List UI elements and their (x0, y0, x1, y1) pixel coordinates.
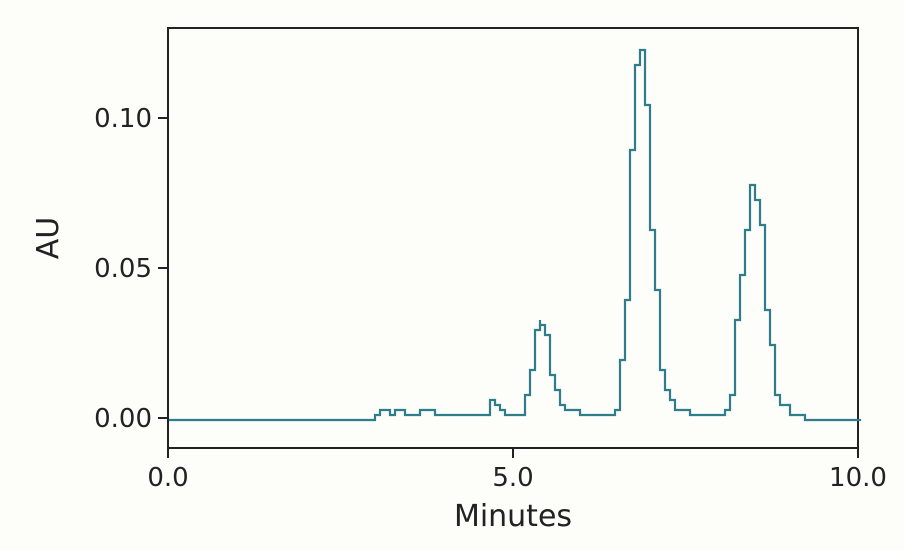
x-axis-label: Minutes (454, 499, 572, 534)
chromatogram-chart: 0.0 5.0 10.0 0.00 0.05 0.10 Minutes AU (0, 0, 904, 550)
x-tick-label: 5.0 (492, 463, 533, 493)
chart-svg: 0.0 5.0 10.0 0.00 0.05 0.10 Minutes AU (0, 0, 904, 550)
y-axis-label: AU (31, 217, 66, 259)
y-ticks: 0.00 0.05 0.10 (94, 104, 168, 434)
y-tick-label: 0.00 (94, 404, 152, 434)
x-tick-label: 10.0 (829, 463, 887, 493)
chromatogram-trace (170, 50, 860, 420)
x-tick-label: 0.0 (147, 463, 188, 493)
x-ticks: 0.0 5.0 10.0 (147, 448, 887, 493)
plot-frame (168, 28, 858, 448)
y-tick-label: 0.05 (94, 254, 152, 284)
y-tick-label: 0.10 (94, 104, 152, 134)
